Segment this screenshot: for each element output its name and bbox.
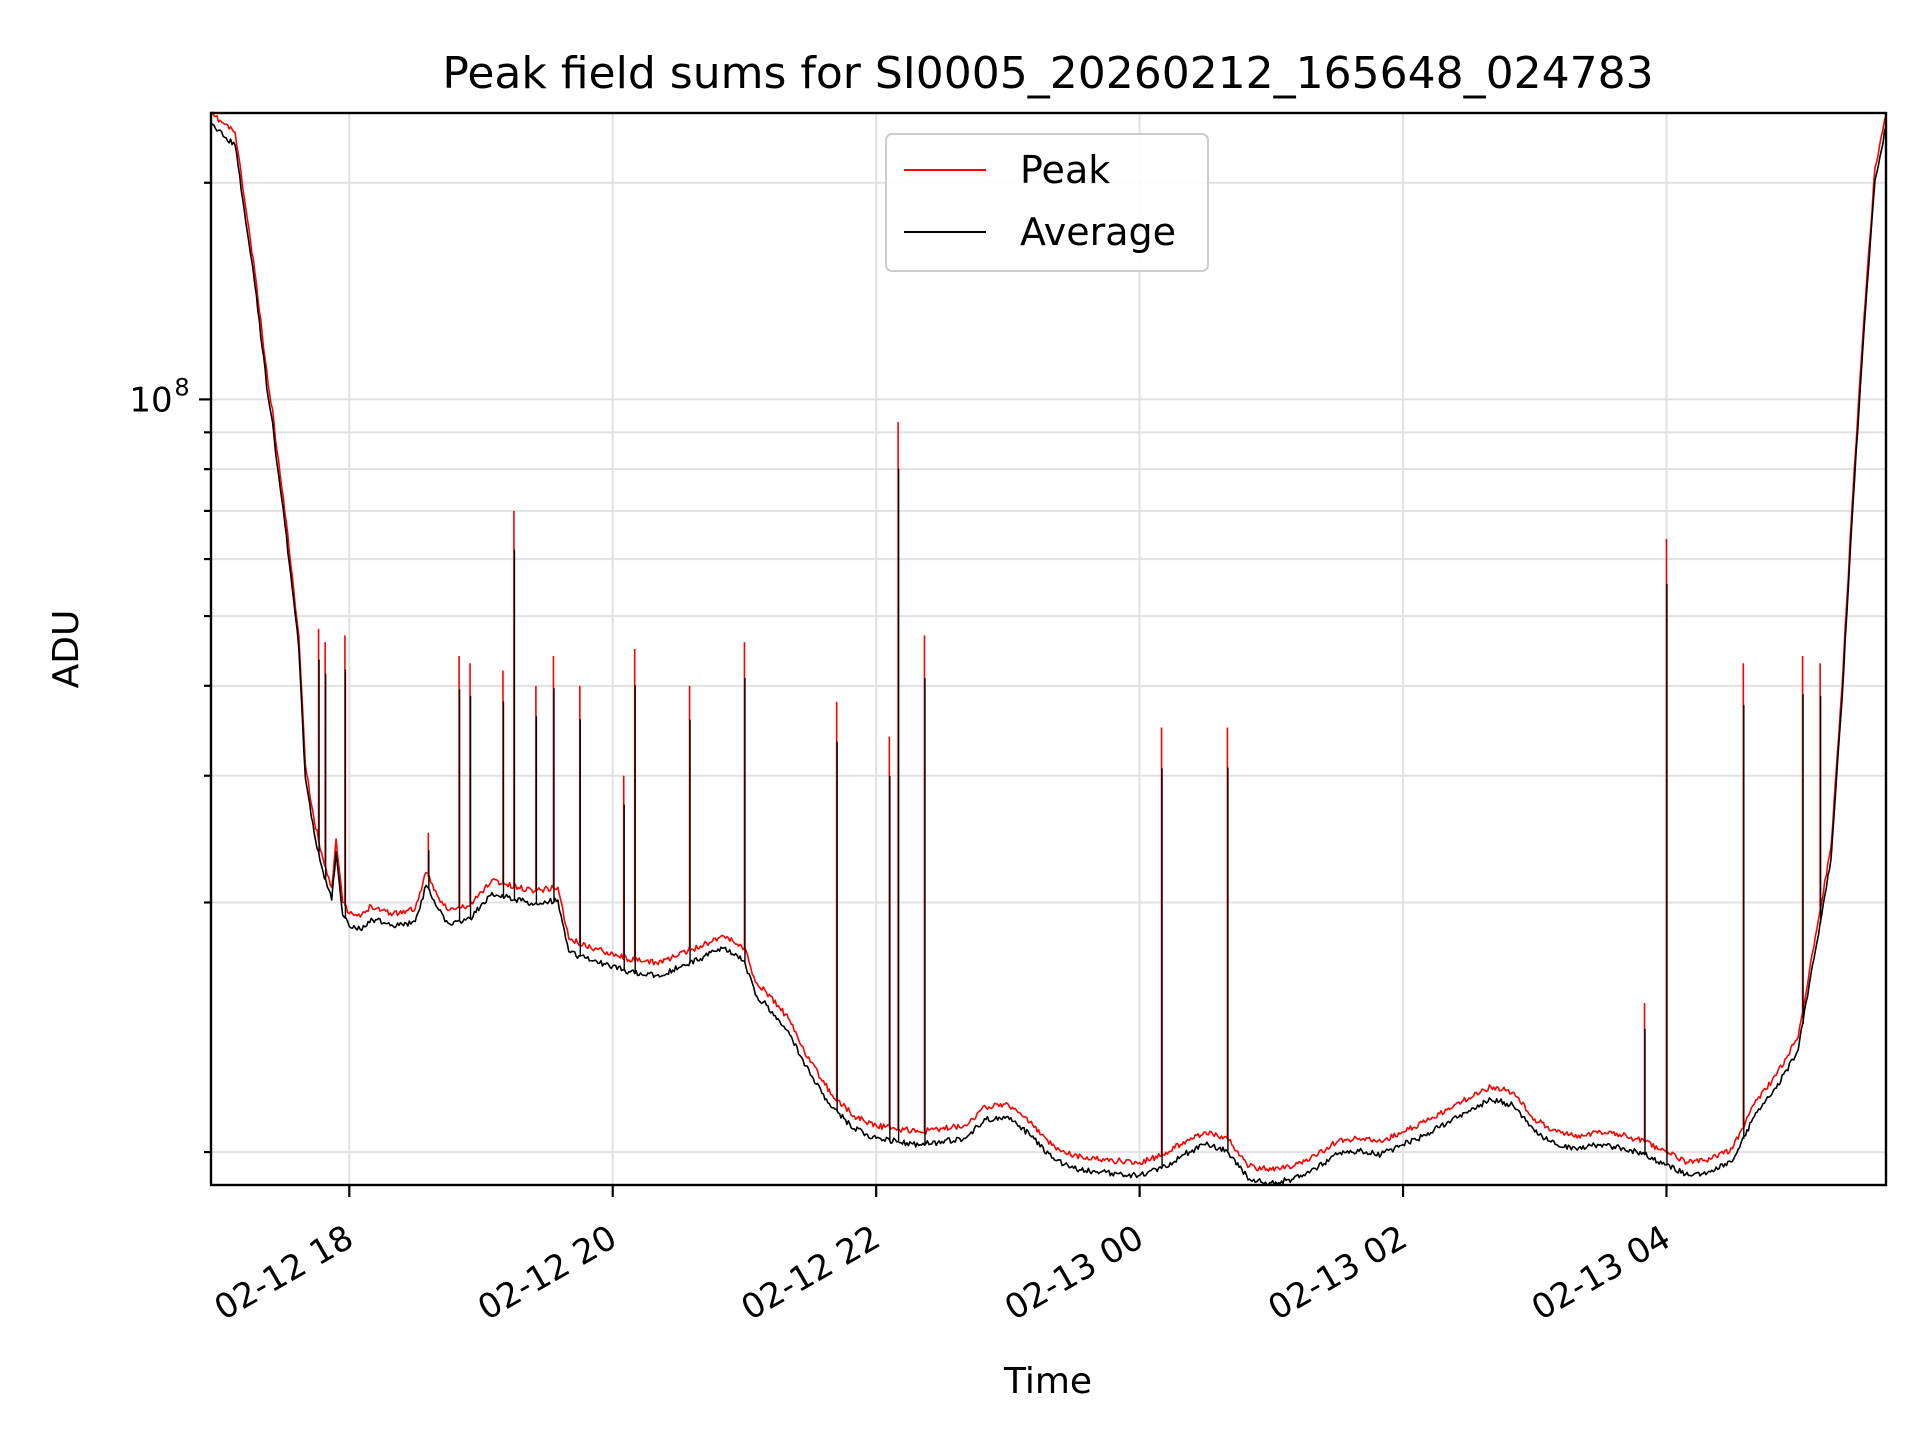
grid-layer — [211, 113, 1886, 1185]
y-tick-label: 10 8 — [129, 373, 189, 420]
legend-frame — [885, 133, 1209, 272]
series-layer — [210, 111, 1887, 1186]
series-line-average — [210, 123, 1887, 1186]
chart-title: Peak field sums for SI0005_20260212_1656… — [442, 48, 1653, 99]
x-axis-label: Time — [1003, 1361, 1092, 1402]
legend: Peak Average — [885, 133, 1209, 272]
legend-label-average: Average — [1020, 210, 1176, 254]
y-tick-label-exponent: 8 — [174, 373, 189, 401]
legend-label-peak: Peak — [1020, 148, 1110, 192]
plot-area-frame — [209, 111, 1888, 1187]
y-tick-label-base: 10 — [129, 380, 172, 420]
y-axis-label: ADU — [46, 610, 87, 689]
series-line-peak — [210, 111, 1887, 1172]
